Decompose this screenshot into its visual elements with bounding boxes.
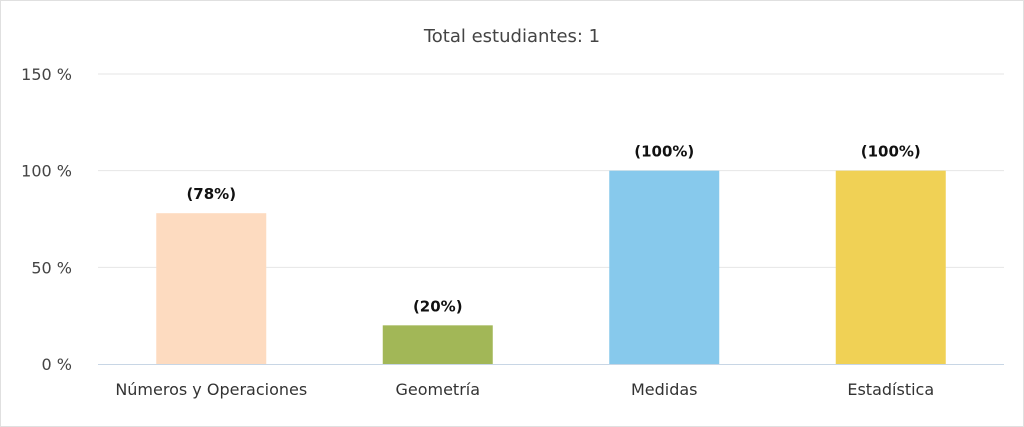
bar[interactable] [835, 170, 946, 364]
data-label: (100%) [861, 143, 921, 161]
chart-title: Total estudiantes: 1 [423, 26, 600, 47]
y-tick-label: 100 % [21, 162, 72, 181]
data-label: (20%) [413, 297, 463, 315]
x-category-label: Estadística [847, 380, 934, 399]
data-label: (78%) [186, 185, 236, 203]
bar[interactable] [382, 325, 493, 364]
y-axis-tick-labels: 0 % 50 % 100 % 150 % [21, 65, 72, 374]
y-tick-label: 50 % [31, 258, 72, 277]
bar[interactable] [156, 213, 267, 364]
y-tick-label: 150 % [21, 65, 72, 84]
data-label: (100%) [634, 143, 694, 161]
x-category-label: Números y Operaciones [115, 380, 307, 399]
bars [156, 170, 946, 364]
data-labels: (78%) (20%) (100%) (100%) [186, 143, 920, 316]
x-category-label: Medidas [631, 380, 698, 399]
x-category-label: Geometría [395, 380, 480, 399]
x-axis-category-labels: Números y Operaciones Geometría Medidas Est… [115, 380, 934, 399]
bar[interactable] [609, 170, 720, 364]
y-tick-label: 0 % [42, 355, 72, 374]
